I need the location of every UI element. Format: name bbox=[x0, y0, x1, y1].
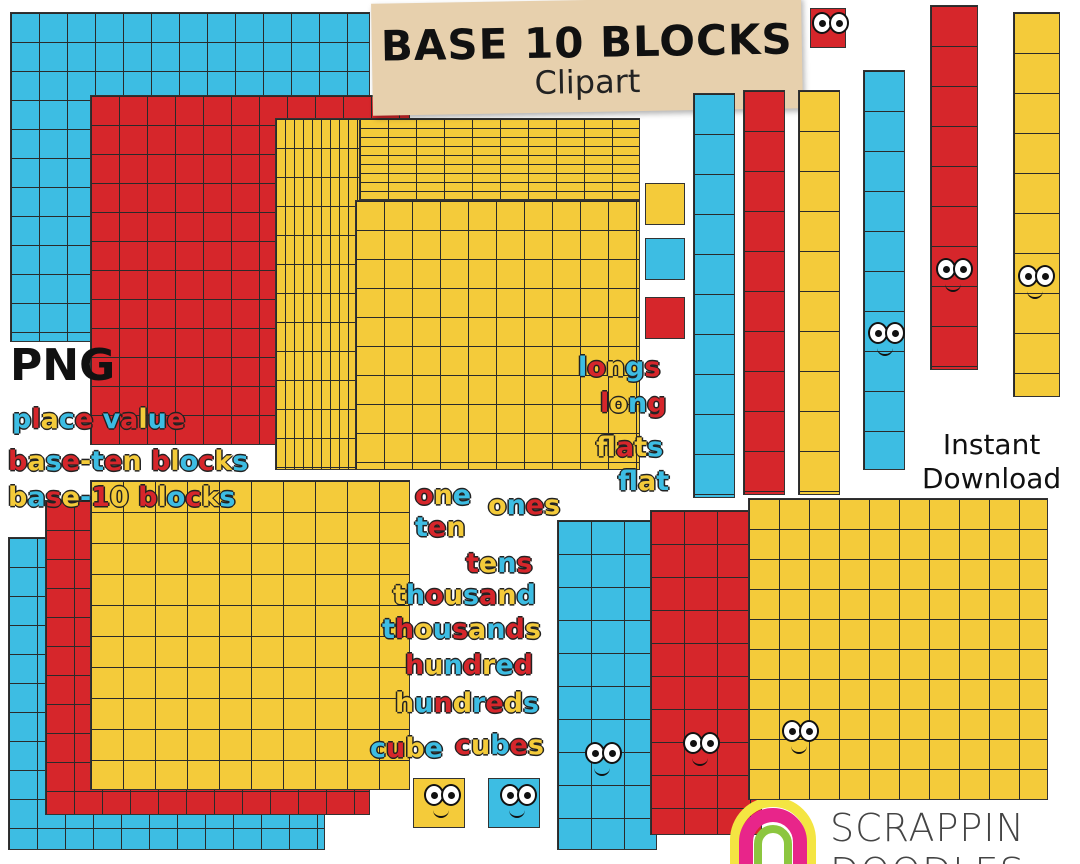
instant-download-label: Instant Download bbox=[922, 428, 1061, 496]
blue-long bbox=[693, 93, 735, 498]
download-text: Download bbox=[922, 462, 1062, 495]
keyword: thousand bbox=[393, 580, 536, 611]
yellow-long-character bbox=[1013, 12, 1060, 397]
keyword: one bbox=[415, 480, 472, 511]
keyword: place value bbox=[12, 404, 186, 435]
keyword: cube bbox=[370, 733, 443, 764]
keyword: long bbox=[600, 388, 667, 419]
red-flat-character bbox=[650, 510, 762, 835]
keyword: base-10 blocks bbox=[8, 482, 236, 513]
keyword: flats bbox=[596, 432, 664, 463]
keyword: ten bbox=[415, 512, 466, 543]
rainbow-icon bbox=[730, 800, 816, 864]
keyword: tens bbox=[466, 548, 533, 579]
blue-unit-cube bbox=[645, 238, 685, 280]
yellow-thousand-cube-side bbox=[275, 118, 360, 470]
keyword: hundreds bbox=[395, 688, 540, 719]
keyword: cubes bbox=[455, 730, 544, 761]
keyword: base-ten blocks bbox=[8, 446, 249, 477]
yellow-flat-character bbox=[748, 498, 1048, 800]
yellow-flat bbox=[90, 480, 410, 790]
keyword: flat bbox=[618, 466, 670, 497]
blue-flat-character bbox=[557, 520, 657, 850]
brand-logo: SCRAPPIN DOODLES bbox=[730, 800, 1080, 864]
keyword: longs bbox=[578, 352, 661, 383]
keyword: hundred bbox=[405, 650, 533, 681]
blue-long-character bbox=[863, 70, 905, 470]
instant-text: Instant bbox=[942, 428, 1041, 461]
keyword: thousands bbox=[382, 614, 541, 645]
red-unit-cube bbox=[645, 297, 685, 339]
yellow-long bbox=[798, 90, 840, 495]
red-long-character bbox=[930, 5, 978, 370]
red-long bbox=[743, 90, 785, 495]
brand-name: SCRAPPIN DOODLES bbox=[830, 806, 1025, 864]
yellow-unit-cube bbox=[645, 183, 685, 225]
format-label: PNG bbox=[10, 340, 116, 391]
keyword: ones bbox=[488, 490, 561, 521]
yellow-thousand-cube bbox=[355, 200, 640, 470]
title-card: BASE 10 BLOCKS Clipart bbox=[371, 0, 803, 116]
